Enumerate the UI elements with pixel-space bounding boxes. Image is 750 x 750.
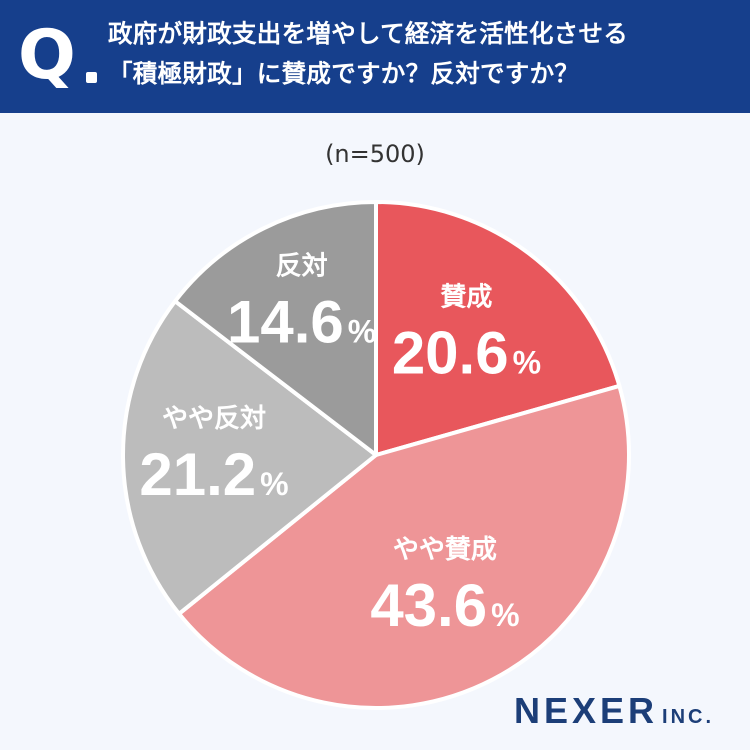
slice-value: 21.2% bbox=[139, 441, 288, 508]
slice-value: 14.6% bbox=[227, 288, 376, 355]
question-line-2: 「積極財政」に賛成ですか？反対ですか？ bbox=[108, 59, 580, 88]
brand-logo: NEXER INC. bbox=[514, 690, 714, 732]
slice-label: 賛成 bbox=[440, 282, 492, 312]
pie-slice bbox=[173, 200, 378, 457]
pie-slice bbox=[121, 299, 378, 616]
q-dot bbox=[86, 72, 97, 83]
sample-size: (n=500) bbox=[325, 140, 425, 168]
slice-value: 20.6% bbox=[392, 319, 541, 386]
brand-suffix: INC. bbox=[662, 706, 715, 728]
question-text: 政府が財政支出を増やして経済を活性化させる 「積極財政」に賛成ですか？反対ですか… bbox=[108, 14, 738, 94]
q-mark: Q bbox=[18, 16, 76, 95]
question-header: Q 政府が財政支出を増やして経済を活性化させる 「積極財政」に賛成ですか？反対で… bbox=[0, 0, 750, 113]
brand-name: NEXER bbox=[514, 690, 659, 731]
slice-label: やや賛成 bbox=[393, 535, 497, 565]
question-line-1: 政府が財政支出を増やして経済を活性化させる bbox=[108, 19, 629, 48]
slice-label: 反対 bbox=[276, 251, 328, 281]
slice-value: 43.6% bbox=[370, 572, 519, 639]
slice-label: やや反対 bbox=[162, 404, 266, 434]
pie-slice bbox=[374, 200, 622, 457]
pie-slice bbox=[177, 383, 631, 710]
